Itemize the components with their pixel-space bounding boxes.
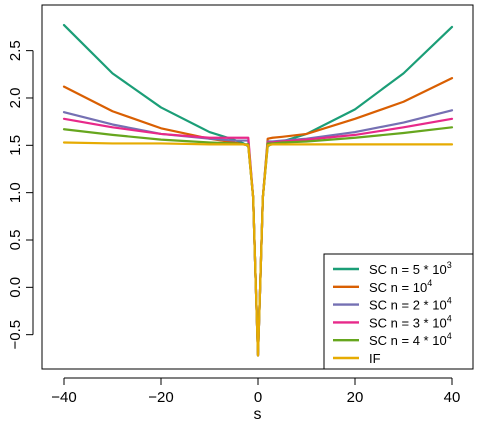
- y-tick-label-4: 1.5: [7, 135, 24, 156]
- x-tick-label-4: 40: [444, 389, 461, 406]
- x-tick-label-0: −40: [51, 389, 76, 406]
- series-layer: [62, 23, 454, 357]
- x-tick-label-3: 20: [347, 389, 364, 406]
- y-tick-label-2: 0.5: [7, 230, 24, 251]
- legend-box: [323, 253, 474, 370]
- x-axis: −40 −20 0 20 40: [51, 377, 461, 406]
- legend-label-0: SC n = 5 * 103: [369, 260, 452, 277]
- legend-label-1: SC n = 104: [369, 278, 432, 295]
- x-axis-title: s: [254, 406, 262, 423]
- legend-label-2: SC n = 2 * 104: [369, 296, 452, 313]
- plot-area: [41, 4, 474, 370]
- y-tick-label-5: 2.0: [7, 88, 24, 109]
- series-line-5: [62, 141, 454, 357]
- y-tick-label-6: 2.5: [7, 40, 24, 61]
- y-tick-label-0: −0.5: [7, 320, 24, 350]
- y-tick-label-3: 1.0: [7, 182, 24, 203]
- legend-label-3: SC n = 3 * 104: [369, 313, 452, 330]
- legend-label-4: SC n = 4 * 104: [369, 331, 452, 348]
- y-tick-label-1: 0.0: [7, 277, 24, 298]
- y-axis: −0.5 0.0 0.5 1.0 1.5 2.0 2.5: [7, 40, 34, 350]
- plot-frame: [41, 4, 474, 370]
- x-tick-label-2: 0: [254, 389, 262, 406]
- x-tick-label-1: −20: [148, 389, 173, 406]
- legend-label-5: IF: [369, 351, 381, 366]
